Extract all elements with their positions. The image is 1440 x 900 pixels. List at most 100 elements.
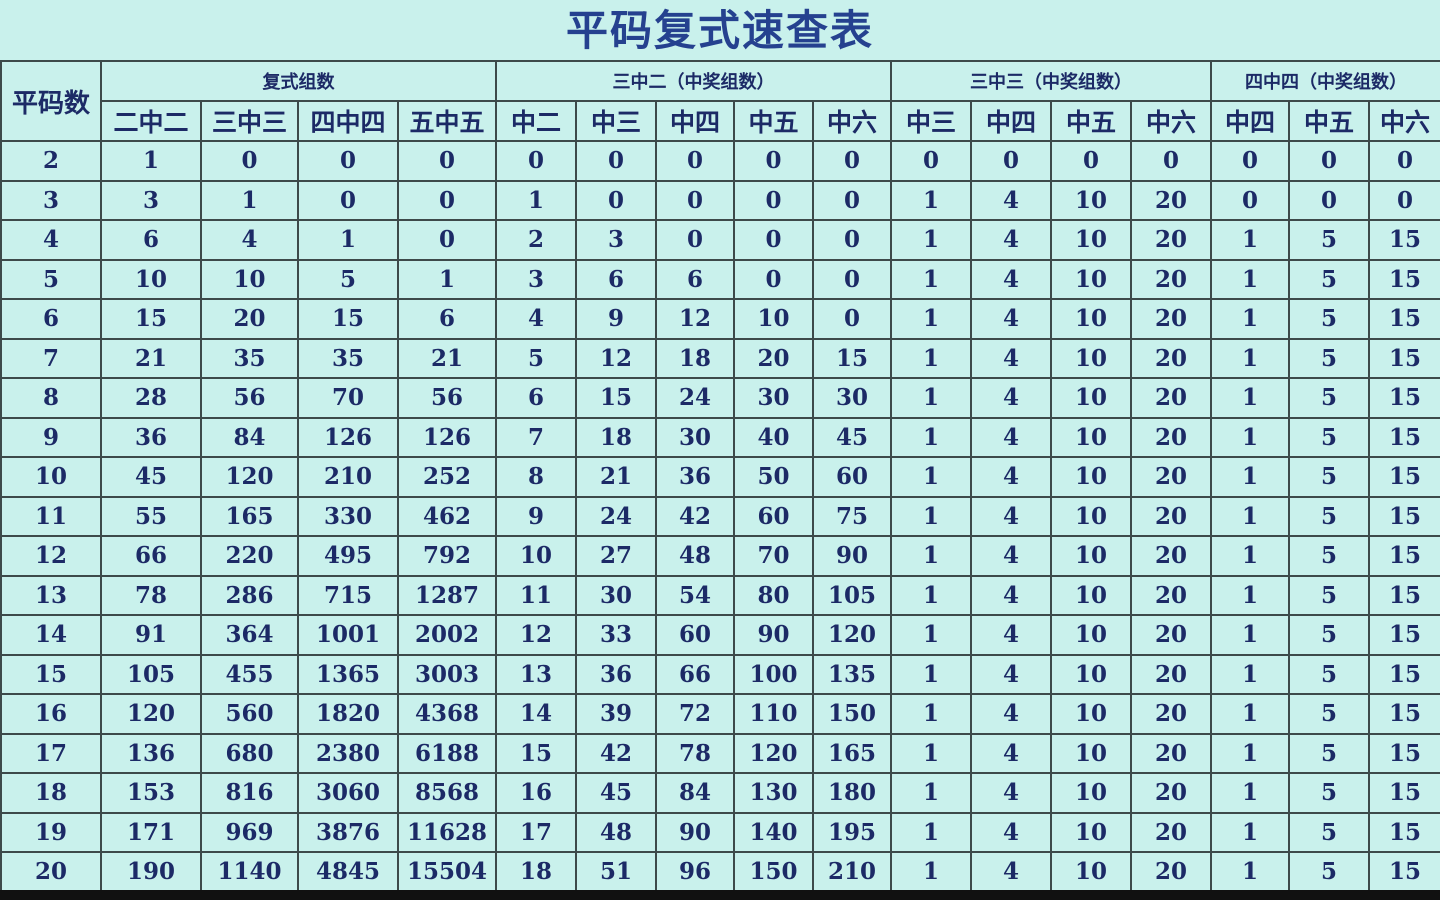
table-cell: 1 <box>1210 219 1291 261</box>
table-cell: 4 <box>970 574 1053 616</box>
table-cell: 1 <box>1210 377 1291 419</box>
table-cell: 364 <box>200 614 299 656</box>
table-cell: 5 <box>1288 732 1371 774</box>
table-cell: 4 <box>970 693 1053 735</box>
row-label-cell: 9 <box>0 416 102 458</box>
table-cell: 20 <box>1130 811 1213 853</box>
table-cell: 2380 <box>297 732 399 774</box>
table-cell: 1 <box>890 535 973 577</box>
table-row: 5 10 10 5 1 3 6 6 0 0 1 4 10 20 1 5 15 <box>0 258 1440 300</box>
table-cell: 0 <box>200 140 299 182</box>
table-cell: 5 <box>297 258 399 300</box>
table-cell: 72 <box>655 693 735 735</box>
row-label-cell: 14 <box>0 614 102 656</box>
table-cell: 3060 <box>297 772 399 814</box>
table-cell: 70 <box>733 535 814 577</box>
row-label-cell: 20 <box>0 851 102 893</box>
table-row: 9 36 84 126 126 7 18 30 40 45 1 4 10 20 1 5 15 <box>0 416 1440 458</box>
table-cell: 3 <box>495 258 577 300</box>
table-cell: 15 <box>1368 851 1440 893</box>
table-cell: 1 <box>397 258 497 300</box>
table-cell: 1 <box>1210 298 1291 340</box>
table-cell: 210 <box>811 851 893 893</box>
table-cell: 153 <box>100 772 202 814</box>
table-row: 3 3 1 0 0 1 0 0 0 0 1 4 10 20 0 0 0 <box>0 179 1440 221</box>
bottom-border <box>0 890 1440 900</box>
table-cell: 45 <box>811 416 893 458</box>
table-cell: 165 <box>811 732 893 774</box>
table-cell: 4 <box>970 179 1053 221</box>
table-cell: 18 <box>655 337 735 379</box>
table-row: 8 28 56 70 56 6 15 24 30 30 1 4 10 20 1 5 15 <box>0 377 1440 419</box>
table-cell: 1 <box>1210 495 1291 537</box>
table-cell: 15504 <box>397 851 497 893</box>
table-cell: 792 <box>397 535 497 577</box>
table-cell: 10 <box>1050 772 1133 814</box>
table-cell: 5 <box>1288 337 1371 379</box>
table-cell: 0 <box>733 258 814 300</box>
table-cell: 45 <box>575 772 657 814</box>
table-cell: 1 <box>890 574 973 616</box>
lookup-table: 平码数 复式组数 三中二（中奖组数） 三中三（中奖组数） 四中四（中奖组数） 二中二三… <box>0 60 1440 893</box>
table-cell: 5 <box>1288 535 1371 577</box>
table-row: 18 153 816 3060 8568 16 45 84 130 180 1 4 10 20 1 5 15 <box>0 772 1440 814</box>
table-cell: 1820 <box>297 693 399 735</box>
table-cell: 20 <box>1130 456 1213 498</box>
table-cell: 0 <box>811 140 893 182</box>
table-cell: 4 <box>970 614 1053 656</box>
row-label-cell: 13 <box>0 574 102 616</box>
table-cell: 42 <box>575 732 657 774</box>
table-cell: 1 <box>890 614 973 656</box>
table-cell: 1 <box>890 179 973 221</box>
table-cell: 120 <box>733 732 814 774</box>
table-cell: 10 <box>1050 258 1133 300</box>
table-cell: 15 <box>1368 337 1440 379</box>
table-cell: 0 <box>1210 140 1291 182</box>
table-cell: 36 <box>100 416 202 458</box>
table-cell: 30 <box>733 377 814 419</box>
table-cell: 140 <box>733 811 814 853</box>
column-header: 中五 <box>733 100 814 142</box>
table-cell: 10 <box>1050 851 1133 893</box>
table-cell: 51 <box>575 851 657 893</box>
table-cell: 12 <box>655 298 735 340</box>
table-cell: 10 <box>100 258 202 300</box>
column-header: 中六 <box>1368 100 1440 142</box>
table-cell: 20 <box>733 337 814 379</box>
table-cell: 15 <box>495 732 577 774</box>
row-header: 平码数 <box>0 60 102 142</box>
table-cell: 252 <box>397 456 497 498</box>
table-cell: 10 <box>495 535 577 577</box>
table-cell: 55 <box>100 495 202 537</box>
table-cell: 5 <box>1288 219 1371 261</box>
table-cell: 45 <box>100 456 202 498</box>
table-cell: 66 <box>100 535 202 577</box>
table-cell: 6 <box>575 258 657 300</box>
table-cell: 60 <box>811 456 893 498</box>
table-cell: 21 <box>575 456 657 498</box>
table-cell: 5 <box>1288 377 1371 419</box>
column-header: 中五 <box>1288 100 1371 142</box>
row-label-cell: 2 <box>0 140 102 182</box>
table-cell: 8568 <box>397 772 497 814</box>
table-cell: 10 <box>1050 219 1133 261</box>
table-cell: 96 <box>655 851 735 893</box>
table-cell: 10 <box>1050 653 1133 695</box>
table-cell: 1 <box>1210 456 1291 498</box>
table-cell: 1 <box>1210 693 1291 735</box>
table-cell: 15 <box>1368 377 1440 419</box>
table-cell: 20 <box>1130 653 1213 695</box>
table-cell: 84 <box>655 772 735 814</box>
table-cell: 1 <box>890 219 973 261</box>
table-cell: 3 <box>575 219 657 261</box>
table-cell: 1 <box>1210 811 1291 853</box>
table-row: 20 190 1140 4845 15504 18 51 96 150 210 1 4 10 20 1 5 15 <box>0 851 1440 893</box>
table-cell: 0 <box>655 179 735 221</box>
table-cell: 1 <box>890 337 973 379</box>
table-cell: 78 <box>655 732 735 774</box>
table-cell: 136 <box>100 732 202 774</box>
table-cell: 715 <box>297 574 399 616</box>
table-cell: 1 <box>1210 574 1291 616</box>
row-label-cell: 3 <box>0 179 102 221</box>
table-cell: 1 <box>890 772 973 814</box>
